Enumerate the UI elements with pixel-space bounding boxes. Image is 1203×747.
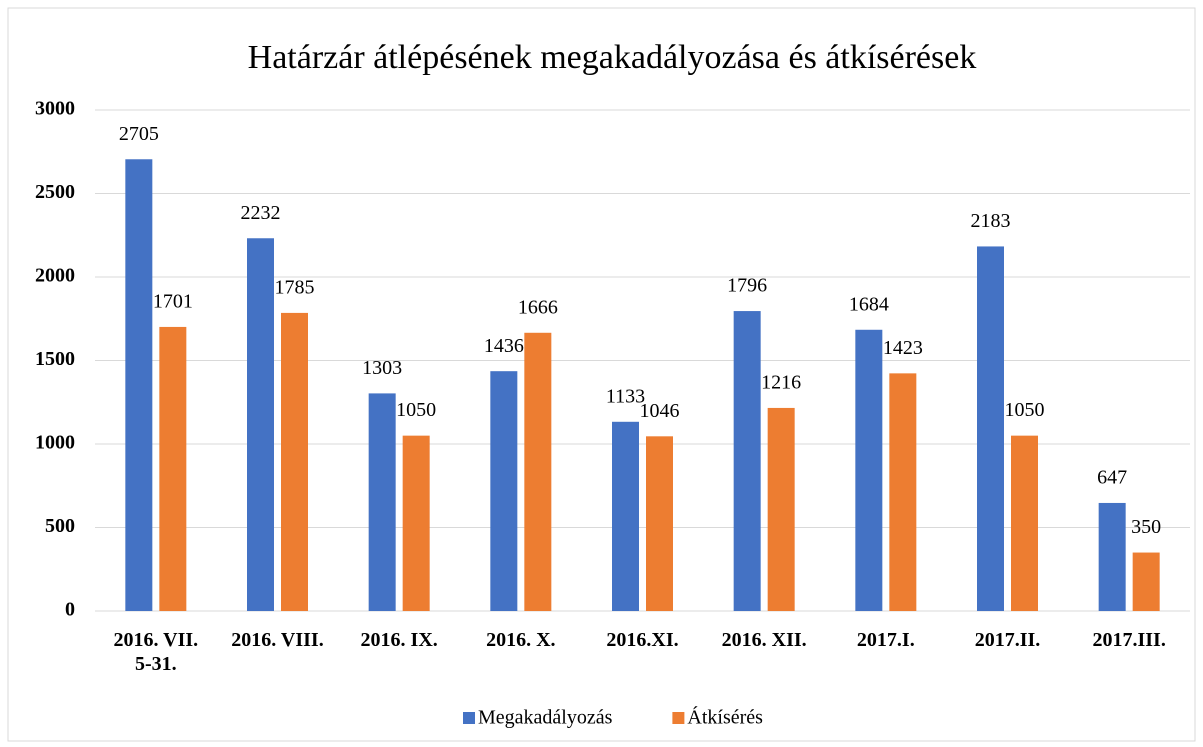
x-tick-label: 2017.I. bbox=[856, 629, 915, 651]
bar bbox=[159, 326, 187, 611]
legend-swatch bbox=[463, 712, 475, 724]
data-label: 2183 bbox=[971, 210, 1011, 232]
bar bbox=[646, 436, 673, 611]
legend-label: Átkísérés bbox=[687, 706, 763, 729]
y-tick-label: 1000 bbox=[35, 432, 75, 454]
data-label: 1303 bbox=[362, 357, 402, 379]
data-label: 1785 bbox=[275, 276, 315, 298]
y-tick-label: 0 bbox=[65, 599, 75, 621]
y-tick-label: 2500 bbox=[35, 181, 75, 203]
x-tick-label: 2017.III. bbox=[1092, 629, 1166, 651]
bar bbox=[1011, 435, 1038, 611]
chart-title: Határzár átlépésének megakadályozása és … bbox=[248, 39, 977, 76]
bar bbox=[402, 435, 430, 611]
bar bbox=[855, 329, 883, 611]
y-tick-label: 500 bbox=[45, 515, 75, 537]
data-label: 1050 bbox=[396, 399, 436, 421]
y-tick-label: 1500 bbox=[35, 348, 75, 370]
data-label: 1050 bbox=[1005, 399, 1045, 421]
data-label: 1701 bbox=[153, 291, 193, 313]
bar bbox=[524, 332, 552, 611]
x-tick-label: 2016. X. bbox=[486, 629, 556, 651]
x-tick-label: 2016. IX. bbox=[360, 629, 438, 651]
bar bbox=[767, 407, 795, 611]
data-label: 647 bbox=[1097, 467, 1127, 489]
bar bbox=[281, 312, 308, 611]
bar bbox=[889, 373, 917, 611]
bar bbox=[1098, 502, 1126, 611]
x-tick-label: 2017.II. bbox=[974, 629, 1041, 651]
data-label: 1666 bbox=[518, 296, 558, 318]
y-tick-label: 3000 bbox=[35, 98, 75, 120]
x-tick-label: 2016. XII. bbox=[721, 629, 807, 651]
data-label: 2232 bbox=[241, 202, 281, 224]
data-label: 1216 bbox=[761, 372, 801, 394]
legend-label: Megakadályozás bbox=[478, 707, 613, 729]
data-label: 2705 bbox=[119, 123, 159, 145]
bar bbox=[247, 238, 274, 612]
data-label: 1436 bbox=[484, 335, 524, 357]
data-label: 1133 bbox=[606, 385, 645, 407]
x-tick-label: 2016. VII. 5-31. bbox=[113, 629, 199, 675]
bar bbox=[368, 393, 396, 611]
x-tick-label: 2016. VIII. bbox=[231, 629, 324, 651]
data-label: 1796 bbox=[727, 275, 767, 297]
data-label: 350 bbox=[1131, 516, 1161, 538]
bar bbox=[612, 421, 639, 611]
y-tick-label: 2000 bbox=[35, 265, 75, 287]
bar bbox=[1132, 552, 1160, 611]
legend-swatch bbox=[672, 712, 685, 724]
bar bbox=[733, 311, 761, 611]
data-label: 1684 bbox=[849, 293, 889, 315]
x-tick-label: 2016.XI. bbox=[606, 629, 679, 651]
bar bbox=[125, 159, 153, 611]
bar bbox=[977, 246, 1004, 611]
data-label: 1046 bbox=[640, 400, 680, 422]
bar bbox=[490, 371, 518, 611]
data-label: 1423 bbox=[883, 337, 923, 359]
